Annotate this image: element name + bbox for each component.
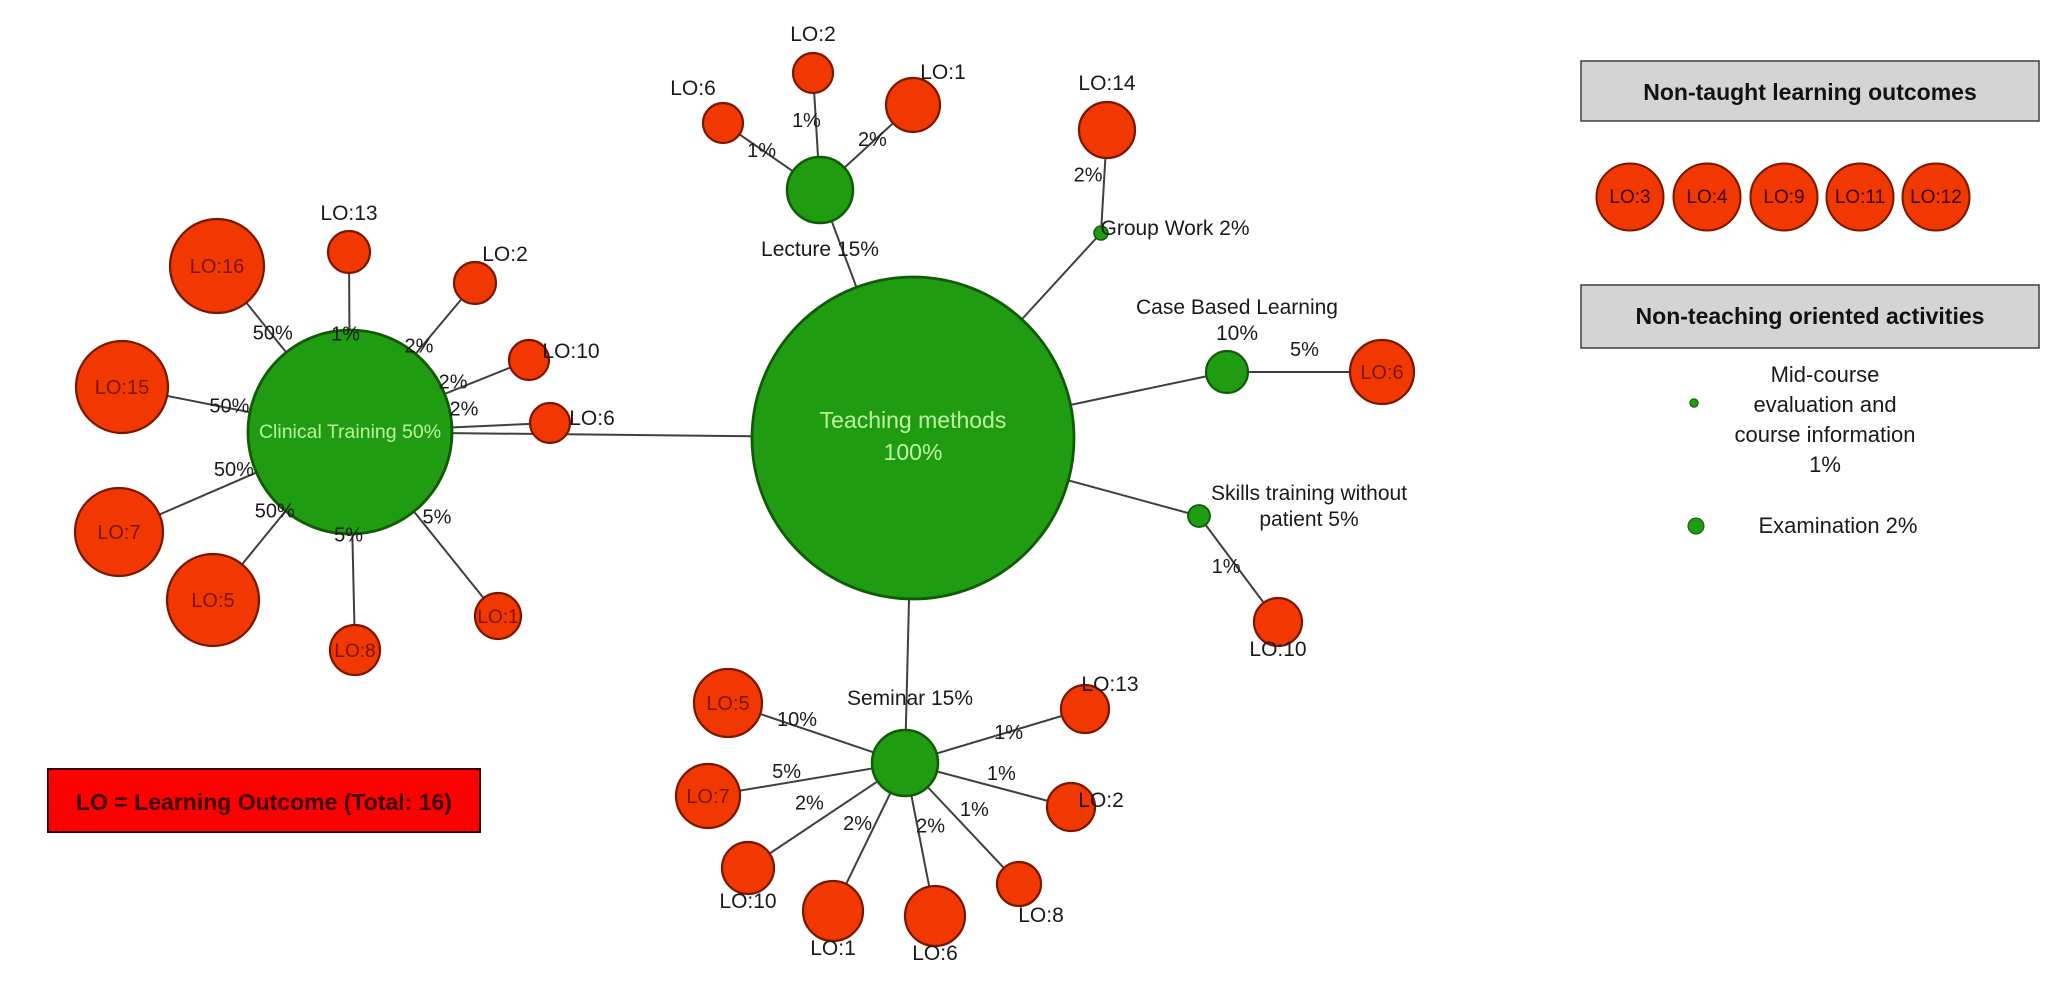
svg-text:LO:6: LO:6 [1360,362,1403,384]
svg-text:2%: 2% [916,816,945,838]
svg-text:Case Based Learning: Case Based Learning [1136,296,1338,319]
svg-text:Seminar 15%: Seminar 15% [847,687,973,710]
svg-text:LO:8: LO:8 [334,641,375,662]
svg-text:patient 5%: patient 5% [1259,508,1358,531]
svg-text:10%: 10% [1216,322,1258,345]
svg-text:2%: 2% [843,813,872,835]
svg-text:LO:1: LO:1 [477,607,518,628]
svg-text:50%: 50% [209,396,249,418]
svg-text:LO:2: LO:2 [482,243,528,266]
svg-text:2%: 2% [858,129,887,151]
svg-text:LO:15: LO:15 [95,377,149,399]
svg-text:LO:4: LO:4 [1686,187,1728,208]
svg-text:2%: 2% [405,336,434,358]
svg-text:2%: 2% [795,793,824,815]
svg-text:LO:9: LO:9 [1763,187,1804,208]
svg-text:Examination 2%: Examination 2% [1759,513,1918,538]
svg-text:LO:12: LO:12 [1910,187,1962,208]
svg-text:evaluation and: evaluation and [1753,392,1896,417]
svg-text:LO:2: LO:2 [1078,789,1124,812]
svg-text:1%: 1% [987,763,1016,785]
svg-text:50%: 50% [253,323,293,345]
svg-text:LO:7: LO:7 [686,786,729,808]
svg-text:LO = Learning Outcome (Total:: LO = Learning Outcome (Total: 16) [76,789,452,815]
svg-text:5%: 5% [1290,339,1319,361]
svg-text:LO:6: LO:6 [912,942,958,965]
svg-text:LO:13: LO:13 [1081,673,1138,696]
svg-text:5%: 5% [772,761,801,783]
svg-text:Clinical Training 50%: Clinical Training 50% [259,421,441,443]
svg-text:1%: 1% [960,799,989,821]
svg-text:Lecture 15%: Lecture 15% [761,238,879,261]
svg-text:LO:8: LO:8 [1018,904,1064,927]
svg-text:LO:16: LO:16 [190,256,244,278]
svg-text:1%: 1% [792,110,821,132]
svg-text:1%: 1% [994,722,1023,744]
svg-text:1%: 1% [1809,452,1841,477]
svg-text:LO:13: LO:13 [320,202,377,225]
svg-text:50%: 50% [255,500,295,522]
svg-text:50%: 50% [214,459,254,481]
svg-text:10%: 10% [777,709,817,731]
svg-text:Non-taught learning outcomes: Non-taught learning outcomes [1643,79,1977,105]
svg-text:Mid-course: Mid-course [1771,362,1880,387]
svg-text:LO:5: LO:5 [191,590,234,612]
svg-text:LO:5: LO:5 [706,693,749,715]
svg-text:LO:1: LO:1 [810,937,856,960]
svg-text:LO:10: LO:10 [1249,638,1306,661]
svg-text:LO:11: LO:11 [1835,187,1885,208]
svg-text:2%: 2% [450,398,479,420]
svg-text:2%: 2% [1074,164,1103,186]
svg-text:Teaching methods: Teaching methods [820,407,1007,433]
svg-text:LO:7: LO:7 [97,522,140,544]
svg-text:course information: course information [1735,422,1916,447]
svg-text:1%: 1% [1212,556,1241,578]
svg-text:LO:3: LO:3 [1609,187,1650,208]
svg-text:LO:6: LO:6 [670,77,716,100]
svg-text:Group Work 2%: Group Work 2% [1101,217,1250,240]
svg-text:1%: 1% [331,323,360,345]
svg-text:5%: 5% [423,507,452,529]
svg-text:LO:1: LO:1 [920,61,966,84]
svg-text:LO:2: LO:2 [790,23,836,46]
svg-text:5%: 5% [334,524,363,546]
svg-text:LO:6: LO:6 [569,407,615,430]
svg-text:Skills training without: Skills training without [1211,482,1407,505]
svg-text:Non-teaching oriented activiti: Non-teaching oriented activities [1636,303,1985,329]
svg-text:LO:14: LO:14 [1078,72,1136,95]
svg-text:LO:10: LO:10 [542,340,599,363]
svg-text:LO:10: LO:10 [719,890,776,913]
svg-text:2%: 2% [439,372,468,394]
svg-text:100%: 100% [884,439,943,465]
svg-text:1%: 1% [747,140,776,162]
